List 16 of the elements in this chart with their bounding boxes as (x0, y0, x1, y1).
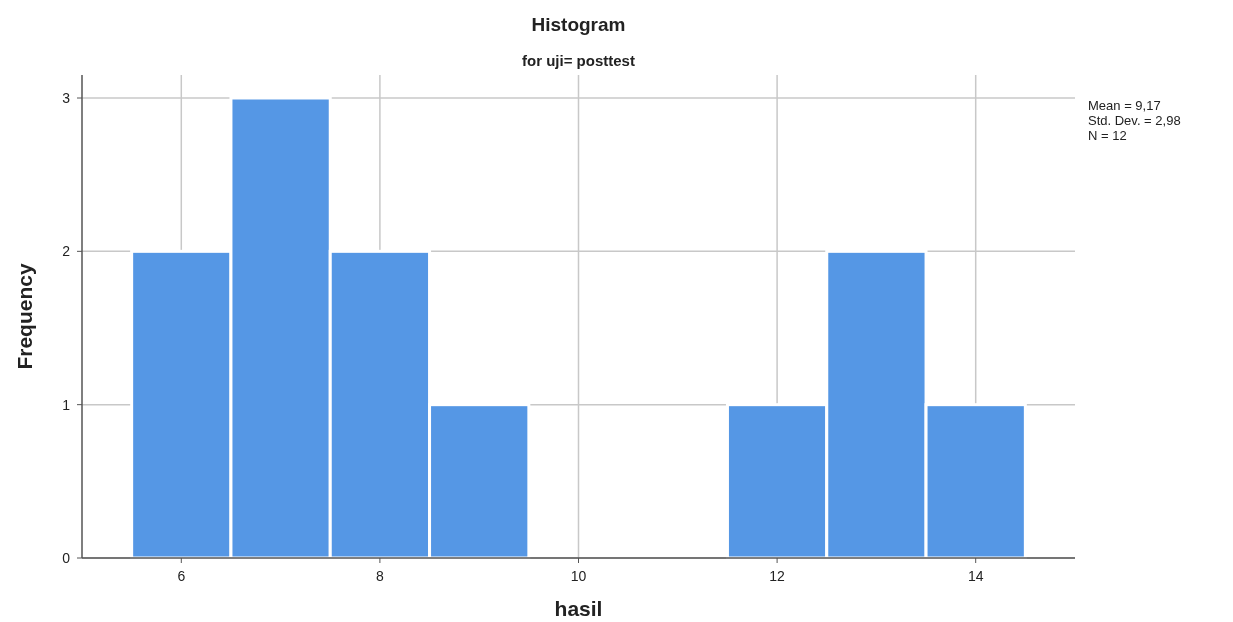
x-tick-label: 6 (177, 568, 186, 584)
y-tick-label: 1 (62, 396, 71, 413)
text: Mean = 9,17 (1088, 98, 1161, 113)
text: Std. Dev. = 2,98 (1088, 113, 1181, 128)
x-tick-label: 10 (570, 568, 587, 584)
x-tick-label: 12 (769, 568, 786, 584)
x-axis-title: hasil (554, 597, 603, 620)
text: N = 12 (1088, 128, 1127, 143)
y-tick-label: 0 (62, 550, 71, 566)
y-axis-title: Frequency (13, 263, 36, 370)
y-tick-label: 3 (62, 90, 71, 106)
y-tick-label: 2 (62, 243, 71, 260)
chart-title: Histogram (531, 14, 626, 35)
x-tick-label: 8 (376, 568, 384, 584)
chart-subtitle: for uji= posttest (522, 52, 635, 69)
x-tick-label: 14 (967, 568, 984, 584)
